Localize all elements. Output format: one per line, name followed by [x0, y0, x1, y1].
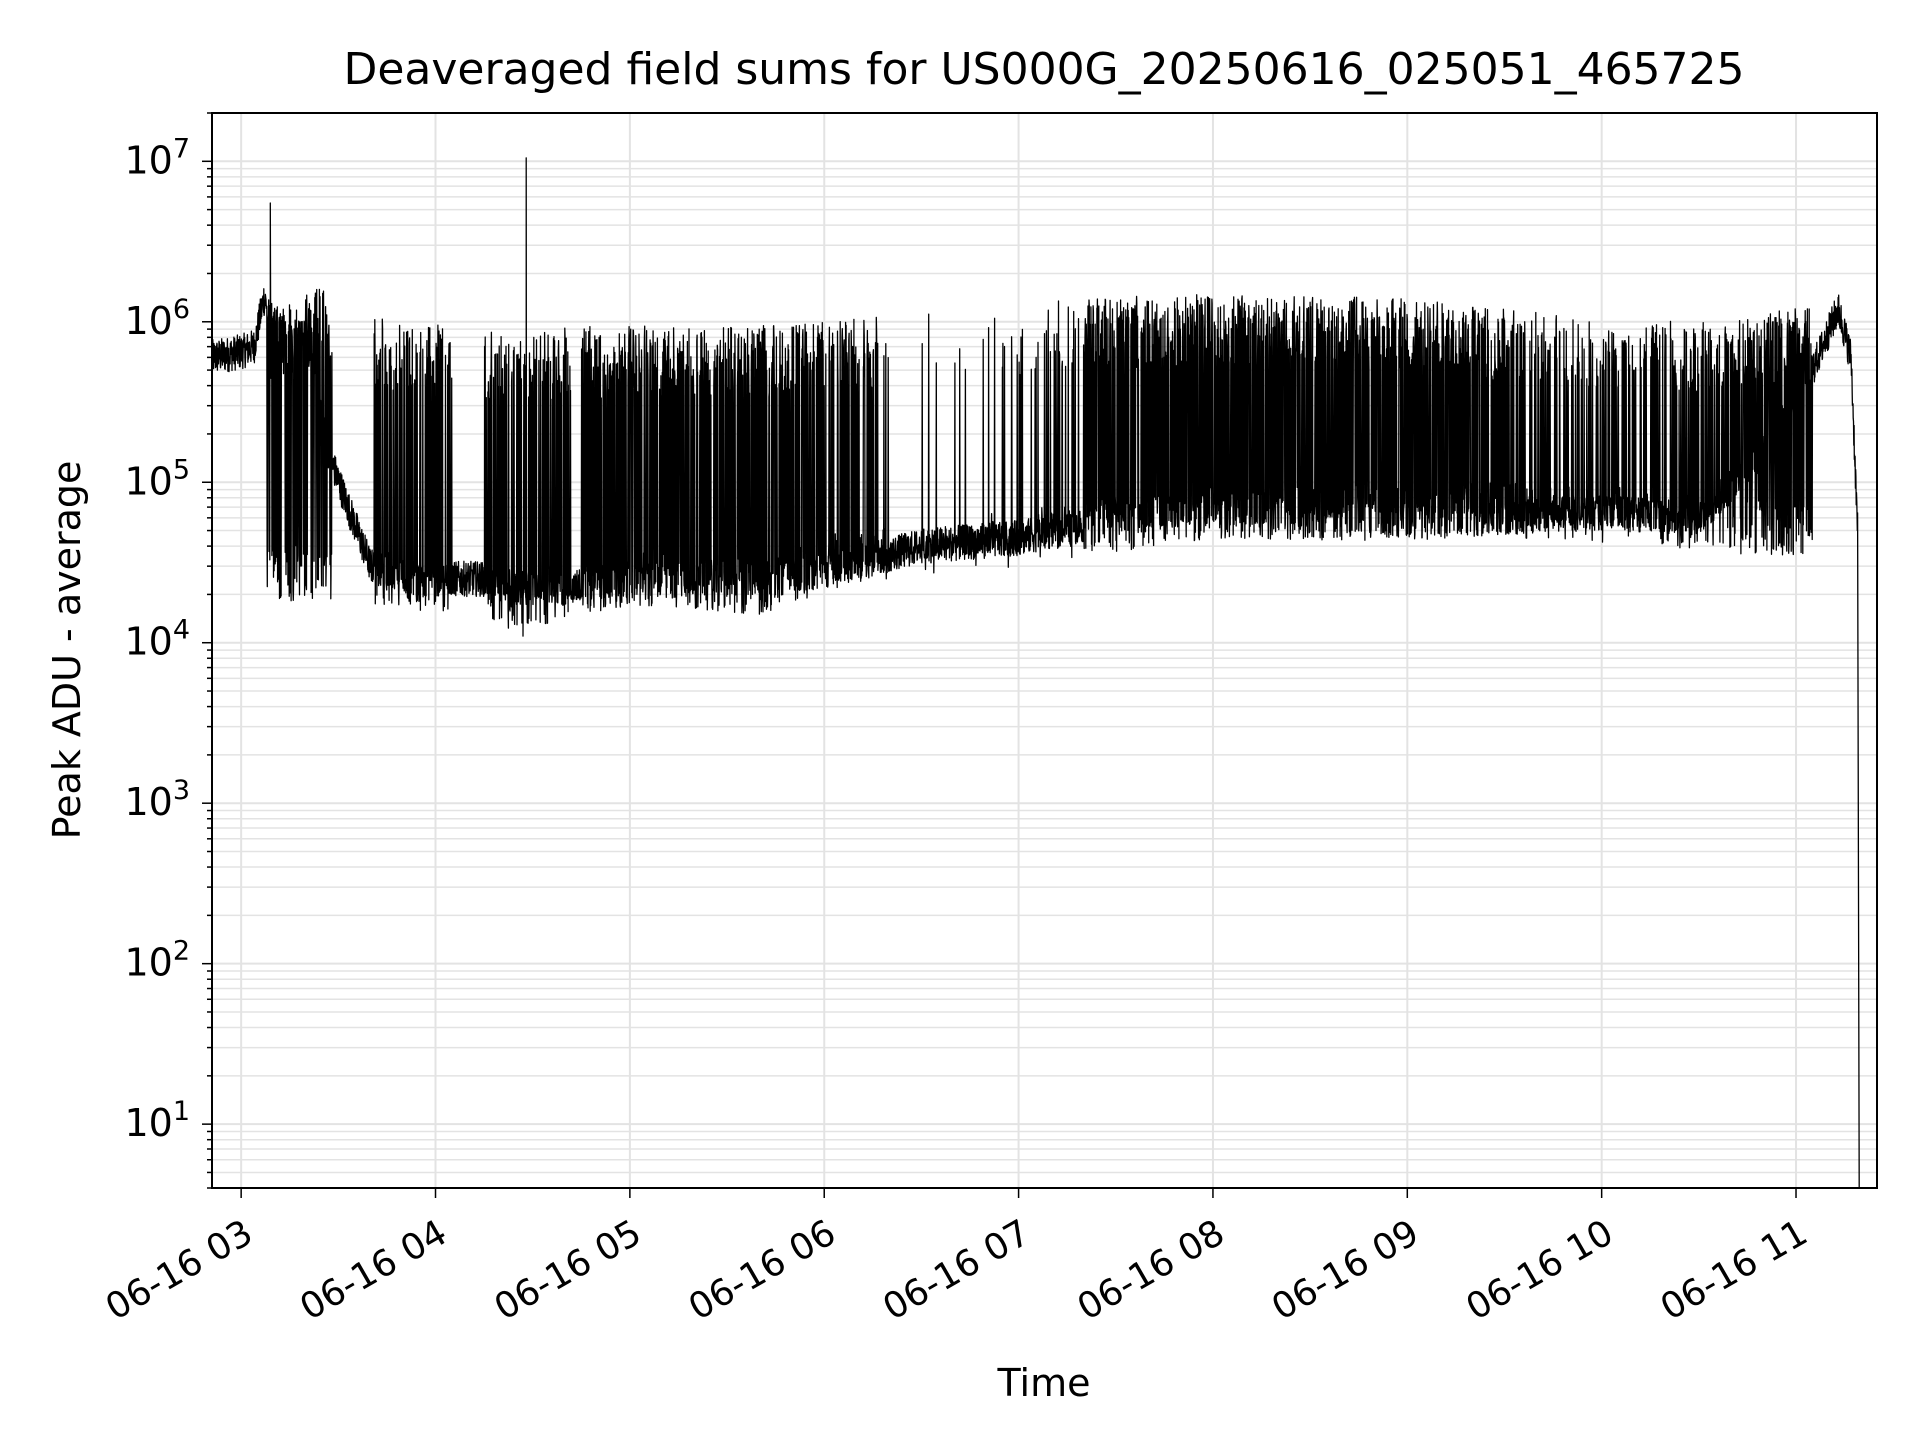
y-tick-label: 102	[124, 936, 190, 985]
y-tick-label: 101	[124, 1096, 190, 1145]
y-tick-label-exponent: 7	[173, 133, 190, 164]
y-tick-label-base: 10	[124, 138, 172, 182]
y-tick-label: 105	[124, 454, 190, 503]
y-axis-label: Peak ADU - average	[45, 461, 89, 840]
chart-title: Deaveraged field sums for US000G_2025061…	[343, 44, 1744, 95]
y-tick-label-base: 10	[124, 780, 172, 824]
y-tick-label-exponent: 2	[173, 936, 190, 967]
y-tick-label-exponent: 1	[173, 1096, 190, 1127]
y-tick-label-exponent: 3	[173, 775, 190, 806]
y-tick-label: 103	[124, 775, 190, 824]
series-layer	[211, 157, 1860, 1189]
y-tick-label-base: 10	[124, 299, 172, 343]
y-tick-label-exponent: 4	[173, 615, 190, 646]
y-tick-label-exponent: 6	[173, 294, 190, 325]
y-tick-label: 107	[124, 133, 190, 182]
y-tick-label-base: 10	[124, 459, 172, 503]
y-tick-label-base: 10	[124, 1101, 172, 1145]
y-tick-label: 106	[124, 294, 190, 343]
x-axis-label: Time	[997, 1361, 1091, 1405]
y-tick-label-base: 10	[124, 941, 172, 985]
y-tick-label: 104	[124, 615, 190, 664]
y-tick-label-exponent: 5	[173, 454, 190, 485]
y-tick-label-base: 10	[124, 620, 172, 664]
series-line	[211, 157, 1860, 1189]
